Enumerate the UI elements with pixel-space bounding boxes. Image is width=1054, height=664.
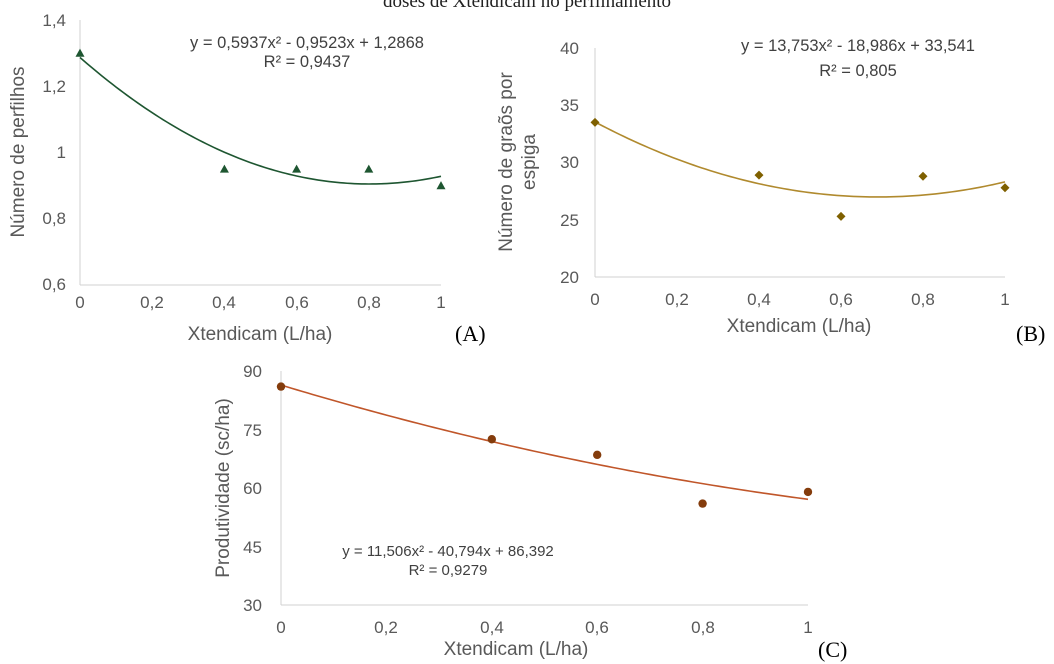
circle-marker <box>276 382 286 391</box>
x-tick-label: 0 <box>276 618 285 637</box>
x-tick-labels: 0 0,2 0,4 0,6 0,8 1 <box>590 290 1009 309</box>
circle-marker <box>698 499 707 508</box>
y-tick-label: 0,8 <box>42 209 66 228</box>
x-tick-label: 1 <box>436 293 445 312</box>
y-tick-label: 25 <box>560 211 579 230</box>
y-tick-label: 40 <box>560 39 579 58</box>
chart-panel-c: 30 45 60 75 90 0 0,2 0,4 0,6 0,8 1 Xtend… <box>213 362 847 662</box>
x-tick-label: 0,4 <box>212 293 236 312</box>
y-axis-label: Produtividade (sc/ha) <box>213 398 234 578</box>
y-tick-label: 45 <box>243 538 262 557</box>
panel-label: (B) <box>1016 321 1045 346</box>
y-tick-label: 20 <box>560 268 579 287</box>
x-tick-label: 1 <box>1000 290 1009 309</box>
panel-label: (C) <box>818 637 847 662</box>
triangle-marker <box>292 164 302 173</box>
r-squared-label: R² = 0,805 <box>819 62 897 80</box>
y-tick-label: 1,2 <box>42 77 66 96</box>
r-squared-label: R² = 0,9279 <box>409 562 488 579</box>
diamond-marker <box>1000 183 1010 193</box>
triangle-marker <box>436 181 446 190</box>
equation-label: y = 0,5937x² - 0,9523x + 1,2868 <box>190 34 424 52</box>
panel-label: (A) <box>455 321 486 346</box>
y-tick-label: 35 <box>560 96 579 115</box>
diamond-marker <box>918 171 928 181</box>
x-tick-label: 0,4 <box>747 290 771 309</box>
x-tick-labels: 0 0,2 0,4 0,6 0,8 1 <box>276 618 812 637</box>
equation-label: y = 11,506x² - 40,794x + 86,392 <box>342 543 554 560</box>
x-axis-label: Xtendicam (L/ha) <box>727 316 872 337</box>
data-points <box>590 117 1010 221</box>
x-tick-label: 0,8 <box>691 618 715 637</box>
diamond-marker <box>754 170 764 180</box>
x-tick-label: 0,2 <box>374 618 398 637</box>
triangle-marker <box>219 164 229 173</box>
circle-marker <box>487 435 496 444</box>
figure-title: doses de Xtendicam no perfilhamento <box>382 0 672 12</box>
x-axis-label: Xtendicam (L/ha) <box>188 324 333 345</box>
y-tick-label: 30 <box>243 596 262 615</box>
trendline <box>280 384 809 501</box>
x-axis-label: Xtendicam (L/ha) <box>444 639 589 660</box>
y-axis-label-line-2: espiga <box>519 134 540 190</box>
y-tick-labels: 0,6 0,8 1 1,2 1,4 <box>42 11 66 294</box>
diamond-marker <box>590 117 600 127</box>
x-tick-label: 0,6 <box>829 290 853 309</box>
data-points <box>276 382 813 508</box>
triangle-marker <box>364 164 374 173</box>
x-tick-label: 0 <box>590 290 599 309</box>
trendline <box>79 56 442 185</box>
x-tick-label: 0 <box>75 293 84 312</box>
trendline <box>594 121 1006 198</box>
chart-panel-b: 20 25 30 35 40 0 0,2 0,4 0,6 0,8 1 Xtend… <box>496 37 1045 346</box>
x-tick-label: 0,2 <box>140 293 164 312</box>
y-tick-labels: 20 25 30 35 40 <box>560 39 579 287</box>
y-tick-label: 1 <box>57 143 66 162</box>
y-tick-label: 30 <box>560 153 579 172</box>
y-tick-label: 75 <box>243 421 262 440</box>
y-tick-label: 0,6 <box>42 275 66 294</box>
x-tick-labels: 0 0,2 0,4 0,6 0,8 1 <box>75 293 445 312</box>
circle-marker <box>803 487 813 497</box>
x-tick-label: 0,6 <box>285 293 309 312</box>
y-tick-label: 1,4 <box>42 11 66 30</box>
y-axis-label: Número de perfilhos <box>8 66 29 237</box>
r-squared-label: R² = 0,9437 <box>264 53 351 71</box>
y-tick-label: 60 <box>243 479 262 498</box>
equation-label: y = 13,753x² - 18,986x + 33,541 <box>741 37 975 55</box>
chart-panel-a: 0,6 0,8 1 1,2 1,4 0 0,2 0,4 0,6 0,8 1 Xt… <box>8 11 486 346</box>
x-tick-label: 0,6 <box>585 618 609 637</box>
circle-marker <box>593 450 602 460</box>
x-tick-label: 0,8 <box>911 290 935 309</box>
diamond-marker <box>836 211 846 221</box>
data-points <box>75 48 446 190</box>
triangle-marker <box>75 48 85 57</box>
y-axis-label-line-1: Número de graõs por <box>496 72 517 252</box>
x-tick-label: 1 <box>803 618 812 637</box>
y-tick-labels: 30 45 60 75 90 <box>243 362 262 615</box>
x-tick-label: 0,4 <box>480 618 504 637</box>
y-tick-label: 90 <box>243 362 262 381</box>
x-tick-label: 0,8 <box>357 293 381 312</box>
x-tick-label: 0,2 <box>665 290 689 309</box>
